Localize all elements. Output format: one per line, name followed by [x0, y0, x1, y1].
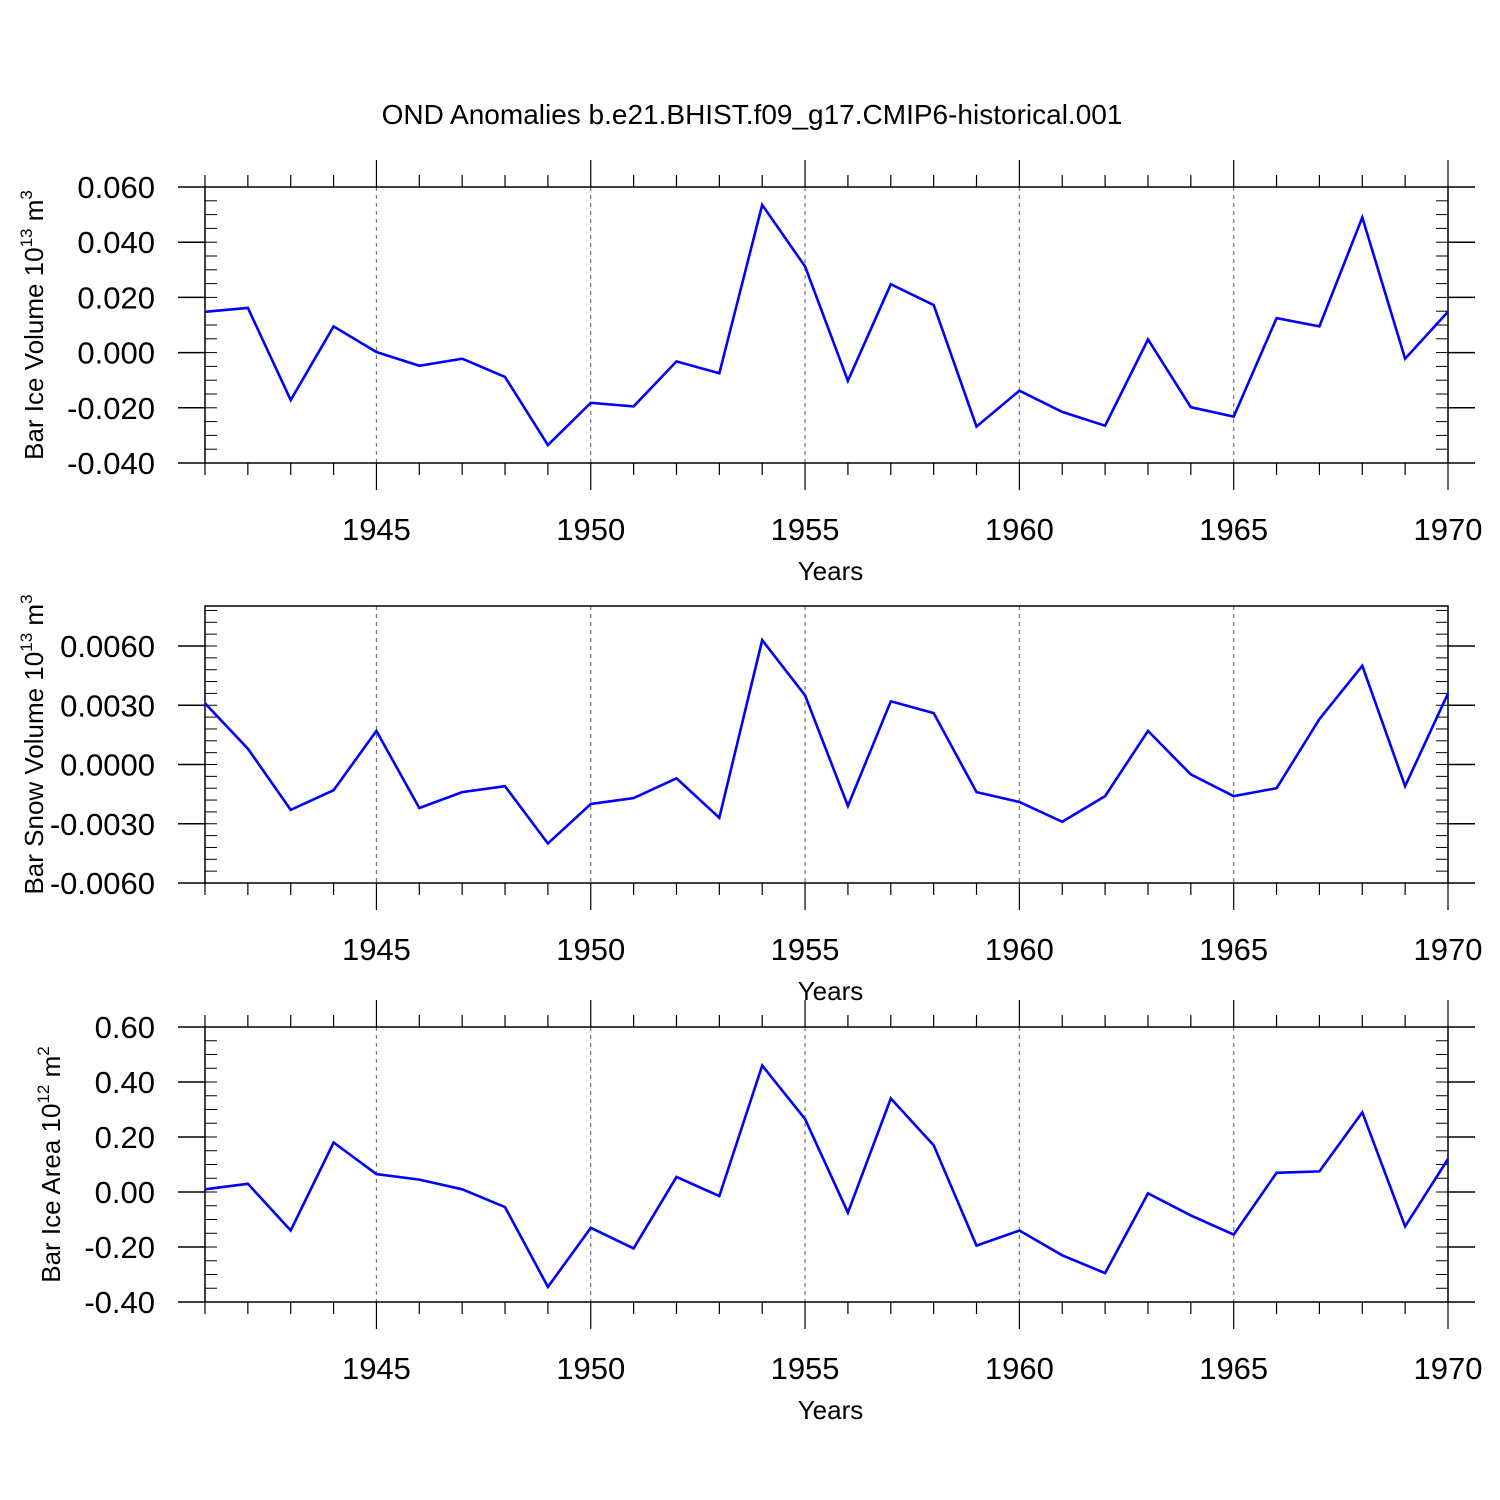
x-axis-label: Years [798, 976, 864, 1006]
x-tick-label: 1965 [1199, 932, 1268, 967]
x-tick-label: 1960 [985, 1351, 1054, 1386]
y-axis-label: Bar Snow Volume 1013 m3 [17, 594, 49, 894]
y-tick-label: 0.020 [77, 280, 155, 315]
y-tick-label: -0.0030 [50, 807, 155, 842]
y-tick-label: 0.20 [95, 1120, 155, 1155]
series-line [204, 637, 1450, 846]
x-axis-label: Years [798, 556, 864, 586]
x-tick-label: 1970 [1414, 1351, 1483, 1386]
chart-panels: 0.060 0.040 0.020 0.000 -0.020 -0.040 1945 1950… [17, 160, 1482, 1425]
series-line [204, 1062, 1450, 1290]
y-tick-label: -0.0060 [50, 866, 155, 901]
y-tick-label: 0.00 [95, 1175, 155, 1210]
x-tick-label: 1970 [1414, 932, 1483, 967]
x-tick-label: 1955 [771, 932, 840, 967]
chart-title: OND Anomalies b.e21.BHIST.f09_g17.CMIP6-… [382, 99, 1123, 130]
x-tick-label: 1950 [556, 1351, 625, 1386]
y-tick-label: -0.040 [67, 446, 155, 481]
y-tick-label: 0.0030 [60, 688, 155, 723]
panel-3: 0.60 0.40 0.20 0.00 -0.20 -0.40 1945 1950 1955 19… [34, 1000, 1482, 1425]
y-tick-label: 0.0060 [60, 629, 155, 664]
x-tick-label: 1955 [771, 512, 840, 547]
x-tick-label: 1965 [1199, 512, 1268, 547]
x-tick-label: 1965 [1199, 1351, 1268, 1386]
x-tick-label: 1945 [342, 512, 411, 547]
y-tick-label: 0.0000 [60, 748, 155, 783]
y-tick-label: 0.040 [77, 225, 155, 260]
x-tick-label: 1955 [771, 1351, 840, 1386]
y-axis-label: Bar Ice Volume 1013 m3 [17, 190, 49, 460]
x-tick-label: 1960 [985, 932, 1054, 967]
x-tick-label: 1950 [556, 932, 625, 967]
x-axis-label: Years [798, 1395, 864, 1425]
y-tick-label: 0.060 [77, 170, 155, 205]
series-line [204, 201, 1449, 448]
y-axis-label: Bar Ice Area 1012 m2 [34, 1046, 66, 1283]
plot-frame [204, 605, 1449, 884]
y-tick-label: 0.60 [95, 1010, 155, 1045]
y-tick-label: 0.40 [95, 1065, 155, 1100]
y-tick-label: -0.020 [67, 391, 155, 426]
panel-2: 0.0060 0.0030 0.0000 -0.0030 -0.0060 1945 1950… [17, 594, 1482, 1006]
y-tick-label: 0.000 [77, 336, 155, 371]
x-tick-label: 1945 [342, 1351, 411, 1386]
x-tick-label: 1945 [342, 932, 411, 967]
x-tick-label: 1950 [556, 512, 625, 547]
panel-1: 0.060 0.040 0.020 0.000 -0.020 -0.040 1945 1950… [17, 160, 1482, 586]
x-tick-label: 1970 [1414, 512, 1483, 547]
y-tick-label: -0.20 [84, 1230, 155, 1265]
y-tick-label: -0.40 [84, 1285, 155, 1320]
x-tick-label: 1960 [985, 512, 1054, 547]
